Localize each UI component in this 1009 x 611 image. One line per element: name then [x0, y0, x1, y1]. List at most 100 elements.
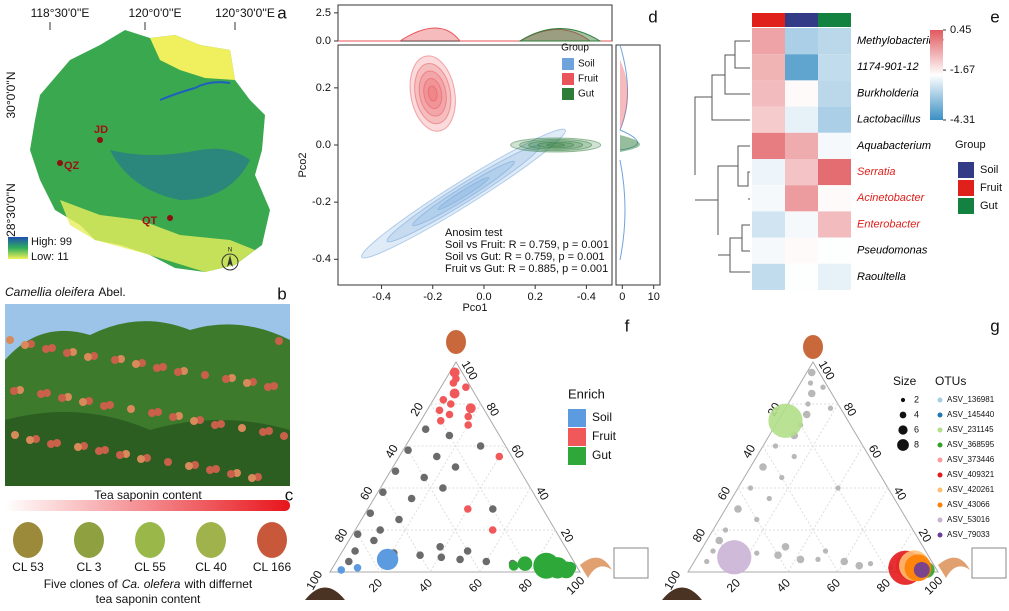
annotation: Soil vs Fruit: R = 0.759, p = 0.001	[445, 239, 609, 251]
legend-swatch	[958, 162, 974, 178]
fruit	[249, 378, 257, 386]
tick-label: 60	[508, 442, 527, 461]
tick-label: 60	[866, 442, 885, 461]
point	[416, 551, 424, 559]
legend-swatch	[937, 472, 943, 478]
row-label: Raoultella	[857, 271, 906, 283]
point	[807, 368, 816, 377]
fruit	[79, 398, 87, 406]
fruit	[153, 364, 161, 372]
group-bar	[785, 13, 818, 27]
legend-label: ASV_409321	[947, 470, 995, 479]
legend-size	[897, 439, 909, 451]
point	[759, 463, 767, 471]
point	[464, 421, 473, 429]
heat-cell	[785, 28, 818, 55]
tick-label: 40	[533, 484, 552, 503]
fruit	[159, 363, 167, 371]
point	[796, 555, 805, 564]
caption-part: with differnet	[183, 577, 252, 591]
tick-label: 0.2	[316, 82, 331, 94]
heat-cell	[785, 263, 818, 290]
tick-label: 80	[841, 400, 860, 419]
tick-label: 60	[357, 484, 376, 503]
heat-cell	[752, 80, 785, 107]
tick-label: 40	[416, 576, 436, 596]
x-axis-label: Pco1	[462, 302, 487, 314]
fruit	[43, 389, 51, 397]
heat-cell	[785, 185, 818, 212]
highland	[110, 148, 250, 200]
point	[802, 410, 811, 419]
point	[704, 558, 710, 565]
point	[710, 548, 716, 554]
fruit	[101, 446, 109, 454]
heat-cell	[785, 159, 818, 186]
fruit	[116, 451, 124, 459]
fruit	[206, 466, 214, 474]
legend-title: Size	[893, 374, 917, 388]
site-label: QZ	[64, 160, 80, 172]
tick-label: 20	[916, 526, 935, 545]
elevation-bar	[8, 237, 28, 259]
colorbar-label: -4.31	[950, 114, 975, 126]
density-contour	[427, 85, 438, 102]
site	[167, 215, 173, 221]
tick-label: 2.5	[316, 7, 331, 19]
fruit	[106, 401, 114, 409]
fruit	[143, 454, 151, 462]
density-contour	[437, 176, 490, 211]
legend-label: ASV_368595	[947, 440, 995, 449]
heat-cell	[752, 211, 785, 238]
fruit	[259, 428, 267, 436]
clone-label: CL 166	[253, 560, 292, 574]
fruit	[148, 409, 156, 417]
fruit	[74, 443, 82, 451]
map: N	[8, 30, 270, 272]
point	[376, 548, 399, 571]
clone-label: CL 53	[12, 560, 44, 574]
legend-size	[898, 425, 908, 435]
tick-label: 0.0	[316, 139, 331, 151]
fruit	[37, 390, 45, 398]
longitude-label: 118°30'0''E	[31, 6, 90, 20]
otu-point	[913, 561, 930, 578]
point	[805, 401, 811, 407]
tick-label: 40	[774, 576, 794, 596]
heat-cell	[818, 106, 851, 133]
legend-swatch	[562, 58, 574, 70]
point	[436, 417, 445, 425]
annotation: Anosim test	[445, 227, 502, 239]
point	[451, 463, 460, 471]
fruit	[95, 447, 103, 455]
fruit	[69, 348, 77, 356]
legend-swatch	[958, 198, 974, 214]
tick-label: 20	[366, 576, 386, 596]
tick-label: -0.4	[577, 291, 596, 303]
marginal-density	[620, 135, 640, 152]
fruit	[63, 349, 71, 357]
heat-cell	[785, 211, 818, 238]
legend-swatch	[562, 88, 574, 100]
legend-label: Low: 11	[31, 251, 69, 263]
fruit	[233, 469, 241, 477]
tick-label: 60	[824, 576, 844, 596]
tick-label: 20	[558, 526, 577, 545]
heat-cell	[785, 80, 818, 107]
legend-swatch	[568, 447, 586, 465]
tick-label: -0.4	[372, 291, 391, 303]
fruit	[84, 353, 92, 361]
otu-point	[717, 540, 752, 575]
heat-cell	[785, 54, 818, 81]
density-frame	[615, 44, 661, 286]
point	[465, 403, 476, 414]
legend-swatch	[937, 502, 943, 508]
tick-label: 40	[891, 484, 910, 503]
point	[807, 380, 814, 386]
row-label: Enterobacter	[857, 218, 921, 230]
plain	[150, 35, 235, 80]
colorbar-label: -1.67	[950, 64, 975, 76]
legend-size	[900, 397, 906, 403]
tick-label: 80	[690, 526, 709, 545]
point	[488, 526, 497, 534]
